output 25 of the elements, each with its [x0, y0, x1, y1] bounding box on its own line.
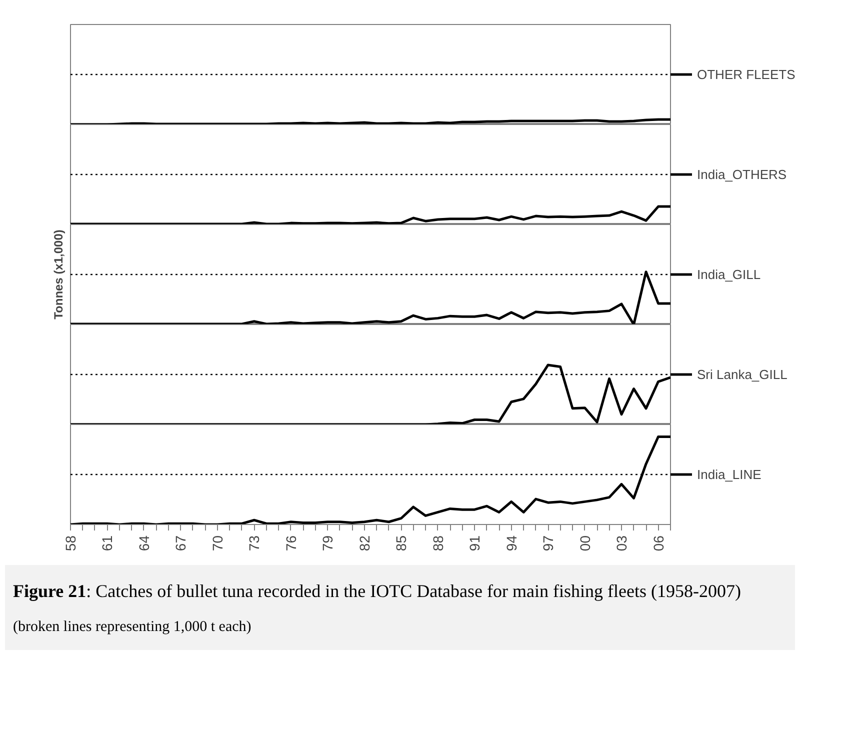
x-tick-label: 97 — [540, 535, 556, 552]
x-tick-label: 79 — [320, 535, 336, 552]
x-tick-label: 70 — [209, 535, 226, 552]
caption: Figure 21: Catches of bullet tuna recorded in the IOTC Database for main fishing fleets (1958-2007) — [13, 580, 741, 603]
x-tick-label: 67 — [172, 535, 189, 552]
x-tick-label: 03 — [614, 535, 630, 552]
legend-label: India_LINE — [697, 466, 762, 482]
text: (broken lines representing 1,000 t each) — [13, 618, 252, 637]
x-tick-label: 94 — [503, 535, 520, 552]
x-tick-label: 06 — [650, 535, 666, 552]
legend-label: India_GILL — [697, 266, 762, 282]
x-tick-label: 58 — [62, 535, 78, 552]
y-axis-title: Tonnes (x1,000) — [52, 230, 66, 320]
x-tick-label: 85 — [393, 535, 410, 552]
x-tick-label: 00 — [576, 535, 593, 552]
text: India_OTHERS — [697, 166, 788, 182]
legend-label: OTHER FLEETS — [697, 66, 796, 82]
x-tick-label: 64 — [136, 535, 152, 552]
x-tick-label: 76 — [282, 535, 299, 552]
x-tick-label: 73 — [246, 535, 262, 552]
x-tick-label: 82 — [356, 535, 372, 552]
x-tick-label: 61 — [99, 535, 116, 552]
x-tick-label: 88 — [430, 535, 446, 552]
text: Sri Lanka_GILL — [697, 366, 788, 382]
x-tick-label: 91 — [466, 535, 483, 552]
